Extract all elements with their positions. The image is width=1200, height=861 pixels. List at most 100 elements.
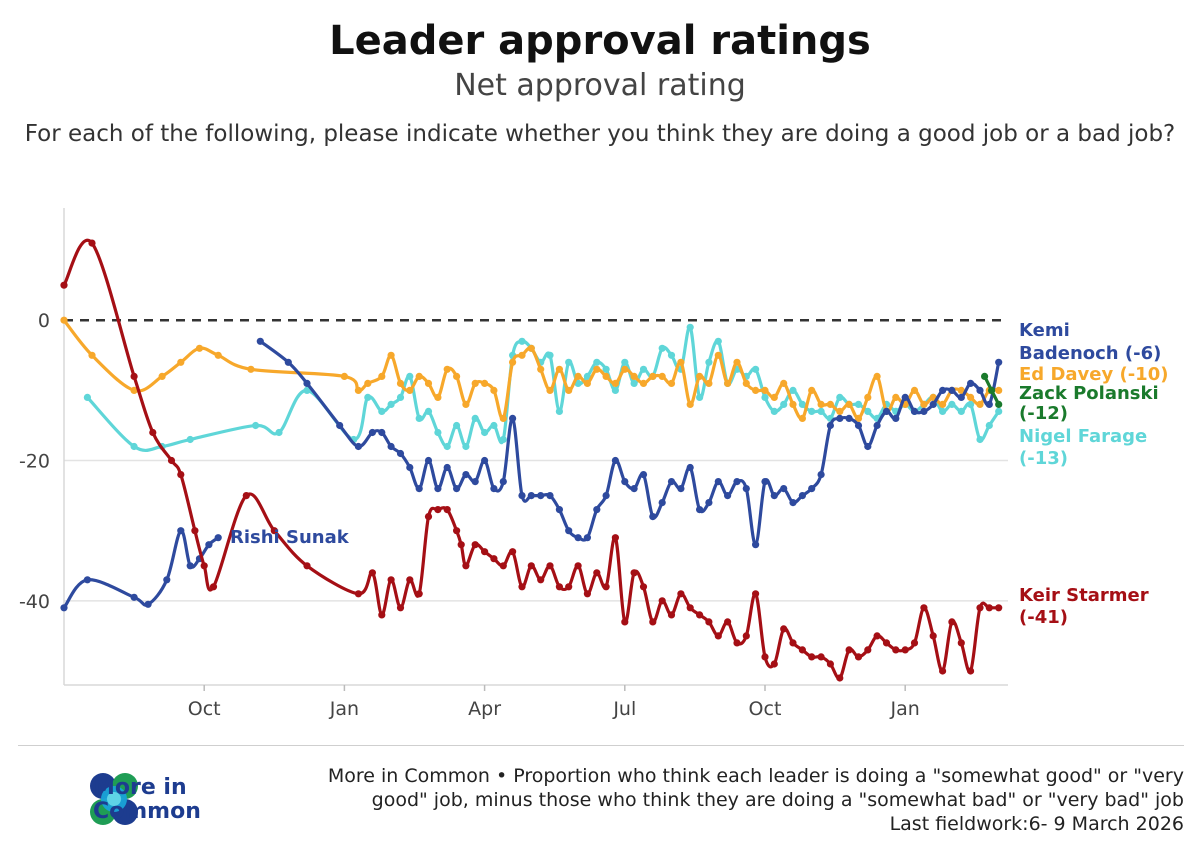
data-point-nigel-farage [948, 400, 956, 408]
data-point-rishi-sunak [83, 576, 91, 584]
data-point-kemi-badenoch [836, 414, 844, 422]
data-point-nigel-farage [611, 386, 620, 394]
data-point-nigel-farage [630, 379, 638, 387]
data-point-ed-davey [864, 393, 872, 401]
data-point-keir-starmer [929, 632, 937, 640]
data-point-nigel-farage [546, 351, 554, 359]
data-point-keir-starmer [593, 569, 601, 577]
data-point-ed-davey [770, 393, 778, 401]
data-point-ed-davey [611, 379, 620, 387]
data-point-nigel-farage [696, 393, 704, 401]
data-point-nigel-farage [621, 358, 629, 366]
data-point-keir-starmer [845, 646, 853, 654]
data-point-kemi-badenoch [303, 379, 311, 387]
data-point-keir-starmer [901, 646, 909, 654]
data-point-nigel-farage [434, 428, 442, 437]
data-point-rishi-sunak [144, 600, 152, 608]
data-point-kemi-badenoch [621, 478, 629, 486]
grid-layer [64, 318, 1008, 602]
data-point-kemi-badenoch [387, 442, 395, 451]
data-point-keir-starmer [639, 583, 648, 591]
label-kemi-badenoch-value: Badenoch (-6) [1019, 343, 1161, 364]
data-point-ed-davey [910, 386, 919, 394]
data-point-kemi-badenoch [256, 337, 264, 345]
data-point-keir-starmer [270, 527, 278, 535]
data-point-kemi-badenoch [686, 463, 694, 472]
data-point-keir-starmer [611, 534, 620, 542]
x-tick-label: Jan [329, 698, 359, 720]
data-point-keir-starmer [453, 527, 461, 535]
data-point-ed-davey [490, 386, 498, 394]
data-point-nigel-farage [275, 428, 283, 437]
data-point-ed-davey [214, 351, 222, 359]
data-point-keir-starmer [354, 590, 362, 598]
data-point-keir-starmer [920, 604, 928, 612]
data-point-keir-starmer [303, 562, 311, 570]
data-point-kemi-badenoch [602, 492, 610, 500]
data-point-ed-davey [836, 407, 844, 415]
data-point-keir-starmer [368, 569, 376, 577]
data-point-keir-starmer [770, 660, 778, 668]
data-point-keir-starmer [60, 281, 68, 289]
data-point-kemi-badenoch [882, 407, 891, 415]
brand-name: More in Common [93, 776, 201, 824]
data-point-nigel-farage [378, 407, 386, 415]
data-point-keir-starmer [88, 239, 96, 247]
data-point-keir-starmer [892, 646, 900, 654]
data-point-keir-starmer [537, 576, 545, 584]
data-point-ed-davey [158, 372, 166, 380]
data-point-kemi-badenoch [611, 456, 620, 465]
data-point-ed-davey [677, 358, 685, 366]
data-point-kemi-badenoch [845, 414, 853, 422]
data-point-nigel-farage [462, 442, 470, 451]
data-point-kemi-badenoch [817, 471, 825, 479]
data-point-kemi-badenoch [508, 414, 517, 422]
data-point-ed-davey [705, 379, 713, 387]
data-point-keir-starmer [583, 590, 592, 598]
data-point-ed-davey [471, 379, 479, 387]
series-keir-starmer [60, 238, 1003, 682]
data-point-nigel-farage [443, 442, 451, 451]
axis-layer: 0 -20 -40 Oct Jan Apr Jul Oct Jan [19, 208, 1008, 720]
y-tick-label: -40 [19, 591, 50, 613]
data-point-kemi-badenoch [658, 499, 666, 507]
data-point-kemi-badenoch [378, 428, 386, 437]
data-point-keir-starmer [621, 618, 629, 626]
data-point-nigel-farage [406, 372, 414, 380]
data-point-kemi-badenoch [929, 400, 937, 408]
x-tick-label: Jul [612, 698, 636, 720]
data-point-keir-starmer [957, 639, 965, 647]
data-point-ed-davey [798, 414, 807, 422]
x-tick-label: Oct [749, 698, 782, 720]
data-point-keir-starmer [527, 562, 535, 570]
data-point-keir-starmer [457, 541, 465, 549]
data-point-kemi-badenoch [770, 492, 778, 500]
data-point-ed-davey [873, 372, 881, 380]
data-point-nigel-farage [499, 435, 507, 444]
data-point-ed-davey [639, 379, 648, 387]
data-point-rishi-sunak [186, 562, 194, 570]
data-point-kemi-badenoch [630, 485, 638, 493]
data-point-nigel-farage [714, 337, 722, 345]
data-point-keir-starmer [724, 618, 732, 626]
data-point-ed-davey [508, 358, 517, 366]
data-point-kemi-badenoch [518, 492, 526, 500]
data-point-kemi-badenoch [667, 478, 676, 486]
data-point-rishi-sunak [214, 534, 222, 542]
footer-divider [18, 745, 1184, 746]
data-point-nigel-farage [364, 393, 372, 401]
data-point-kemi-badenoch [396, 449, 405, 458]
data-point-kemi-badenoch [555, 506, 564, 514]
data-point-ed-davey [892, 393, 900, 401]
label-zack-polanski: Zack Polanski [1019, 383, 1159, 404]
label-zack-polanski-value: (-12) [1019, 403, 1068, 424]
data-point-keir-starmer [817, 653, 825, 661]
data-point-ed-davey [443, 365, 451, 373]
data-point-keir-starmer [882, 639, 891, 647]
data-point-ed-davey [649, 372, 657, 380]
data-point-ed-davey [789, 400, 797, 408]
data-point-kemi-badenoch [471, 478, 479, 486]
data-point-nigel-farage [939, 407, 947, 415]
data-point-ed-davey [696, 372, 704, 380]
data-point-ed-davey [555, 365, 564, 373]
